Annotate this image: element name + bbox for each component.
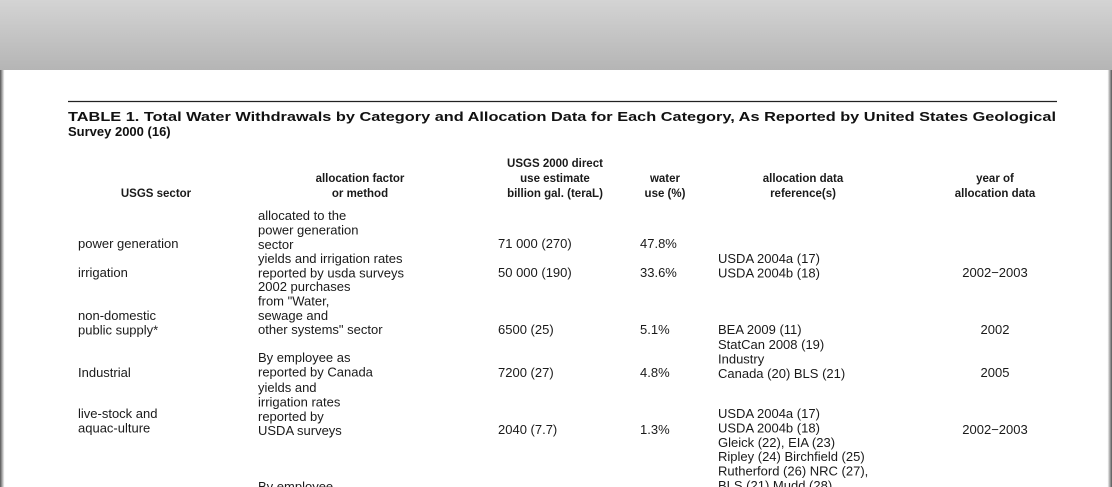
header-cell: use estimate: [520, 173, 590, 185]
table-cell: live-stock and: [78, 406, 157, 421]
table-cell: other systems" sector: [258, 322, 383, 337]
header-cell: use (%): [645, 188, 686, 200]
table-cell: 2002−2003: [962, 422, 1027, 437]
table-cell: 71 000 (270): [498, 236, 572, 251]
table-cell: aquac-ulture: [78, 420, 150, 435]
table-cell: 33.6%: [640, 265, 677, 280]
table-cell: reported by usda surveys: [258, 265, 404, 280]
table-cell: USDA surveys: [258, 423, 342, 438]
header-cell: allocation data: [955, 188, 1036, 200]
table-cell: public supply*: [78, 322, 158, 337]
table-cell: USDA 2004b (18): [718, 420, 820, 435]
table-cell: Canada (20) BLS (21): [718, 366, 845, 381]
table-cell: Industrial: [78, 365, 131, 380]
table-cell: USDA 2004a (17): [718, 251, 820, 266]
header-cell: USGS sector: [121, 188, 192, 200]
table-cell: 2002 purchases: [258, 279, 351, 294]
header-cell: water: [649, 173, 681, 185]
table-cell: power generation: [78, 236, 178, 251]
table-cell: sector: [258, 237, 294, 252]
table-cell: yields and irrigation rates: [258, 251, 403, 266]
table-cell: sewage and: [258, 308, 328, 323]
table-cell: 2002: [981, 322, 1010, 337]
table-cell: By employee: [258, 479, 333, 487]
top-band: [0, 0, 1112, 72]
table-cell: 1.3%: [640, 422, 670, 437]
table-title: TABLE 1. Total Water Withdrawals by Cate…: [68, 109, 1056, 124]
header-cell: USGS 2000 direct: [507, 158, 603, 170]
table-cell: 50 000 (190): [498, 265, 572, 280]
header-cell: billion gal. (teraL): [507, 188, 603, 200]
table-cell: USDA 2004b (18): [718, 265, 820, 280]
table-cell: allocated to the: [258, 208, 346, 223]
table-cell: StatCan 2008 (19): [718, 337, 824, 352]
document-page: [0, 70, 1112, 487]
table-cell: 2002−2003: [962, 265, 1027, 280]
table-cell: yields and: [258, 380, 317, 395]
table-cell: reported by: [258, 409, 324, 424]
table-cell: BEA 2009 (11): [718, 322, 802, 337]
table-cell: Industry: [718, 351, 765, 366]
table-cell: 47.8%: [640, 236, 677, 251]
table-cell: USDA 2004a (17): [718, 406, 820, 421]
table-cell: BLS (21) Mudd (28): [718, 478, 832, 487]
table-cell: 6500 (25): [498, 322, 554, 337]
table-cell: power generation: [258, 222, 358, 237]
table-cell: reported by Canada: [258, 364, 374, 379]
table-cell: Rutherford (26) NRC (27),: [718, 464, 868, 479]
table-cell: irrigation: [78, 265, 128, 280]
header-cell: reference(s): [770, 188, 836, 200]
table-cell: Ripley (24) Birchfield (25): [718, 449, 865, 464]
header-cell: allocation data: [763, 173, 844, 185]
table-title: Survey 2000 (16): [68, 124, 171, 139]
header-cell: allocation factor: [316, 173, 405, 185]
table-cell: irrigation rates: [258, 394, 341, 409]
table-cell: 2005: [981, 365, 1010, 380]
table-cell: By employee as: [258, 350, 351, 365]
header-cell: year of: [976, 173, 1014, 185]
table-cell: 7200 (27): [498, 365, 554, 380]
table-cell: 5.1%: [640, 322, 670, 337]
table-cell: Gleick (22), EIA (23): [718, 435, 835, 450]
table-cell: from "Water,: [258, 293, 329, 308]
table-cell: 4.8%: [640, 365, 670, 380]
table-cell: non-domestic: [78, 308, 157, 323]
header-cell: or method: [332, 188, 388, 200]
table-cell: 2040 (7.7): [498, 422, 557, 437]
table: USGS sector allocation factor or method USG…: [78, 158, 1036, 487]
